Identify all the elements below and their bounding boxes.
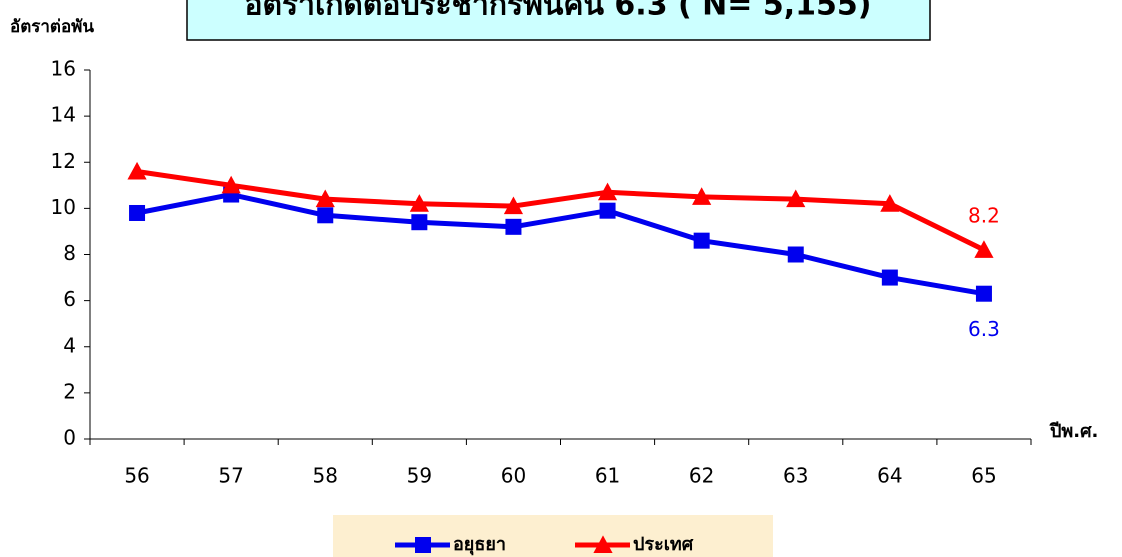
point (975, 285, 992, 302)
point (881, 269, 898, 286)
point (129, 204, 146, 221)
point (411, 214, 428, 231)
x-tick-label: 56 (124, 464, 149, 488)
legend-label: อยุธยา (453, 534, 506, 556)
series-line (136, 169, 986, 253)
legend-label: ประเทศ (633, 534, 694, 555)
y-axis-label: อัตราต่อพัน (10, 17, 94, 37)
point (503, 196, 524, 215)
point (127, 161, 147, 180)
y-tick-label: 12 (51, 149, 76, 173)
point (693, 232, 710, 249)
legend-box (333, 515, 773, 557)
y-tick-label: 10 (51, 195, 76, 219)
y-tick-label: 2 (63, 379, 76, 403)
data-label: 8.2 (968, 203, 1000, 227)
x-tick-label: 64 (877, 464, 902, 488)
point (317, 207, 334, 224)
x-tick-label: 65 (971, 464, 996, 488)
x-tick-label: 62 (689, 464, 714, 488)
title-box (186, 0, 931, 41)
point (787, 246, 804, 263)
point (692, 187, 712, 205)
series-line (136, 192, 985, 297)
x-tick-label: 63 (783, 464, 808, 488)
point (974, 240, 994, 258)
y-tick-label: 14 (51, 103, 76, 127)
x-tick-label: 60 (501, 464, 526, 488)
point (597, 182, 618, 201)
point (409, 194, 429, 212)
y-tick-label: 8 (63, 241, 76, 265)
data-label: 6.3 (968, 317, 1000, 341)
x-tick-label: 59 (407, 464, 432, 488)
point (505, 218, 522, 235)
chart-title: อัตราเกิดต่อประชากรพันคน 6.3 ( N= 5,155) (245, 0, 872, 23)
x-axis-label: ปีพ.ศ. (1049, 421, 1099, 442)
x-tick-label: 57 (218, 464, 243, 488)
point (221, 175, 241, 194)
legend-marker (415, 537, 431, 553)
point (880, 194, 900, 212)
x-tick-label: 58 (313, 464, 338, 488)
point (315, 189, 335, 208)
point (599, 202, 616, 219)
y-tick-label: 16 (51, 57, 76, 81)
y-tick-label: 6 (63, 287, 76, 311)
x-tick-label: 61 (595, 464, 620, 488)
y-tick-label: 0 (63, 426, 76, 450)
y-tick-label: 4 (63, 333, 76, 357)
legend-marker (593, 535, 613, 553)
point (786, 189, 806, 208)
